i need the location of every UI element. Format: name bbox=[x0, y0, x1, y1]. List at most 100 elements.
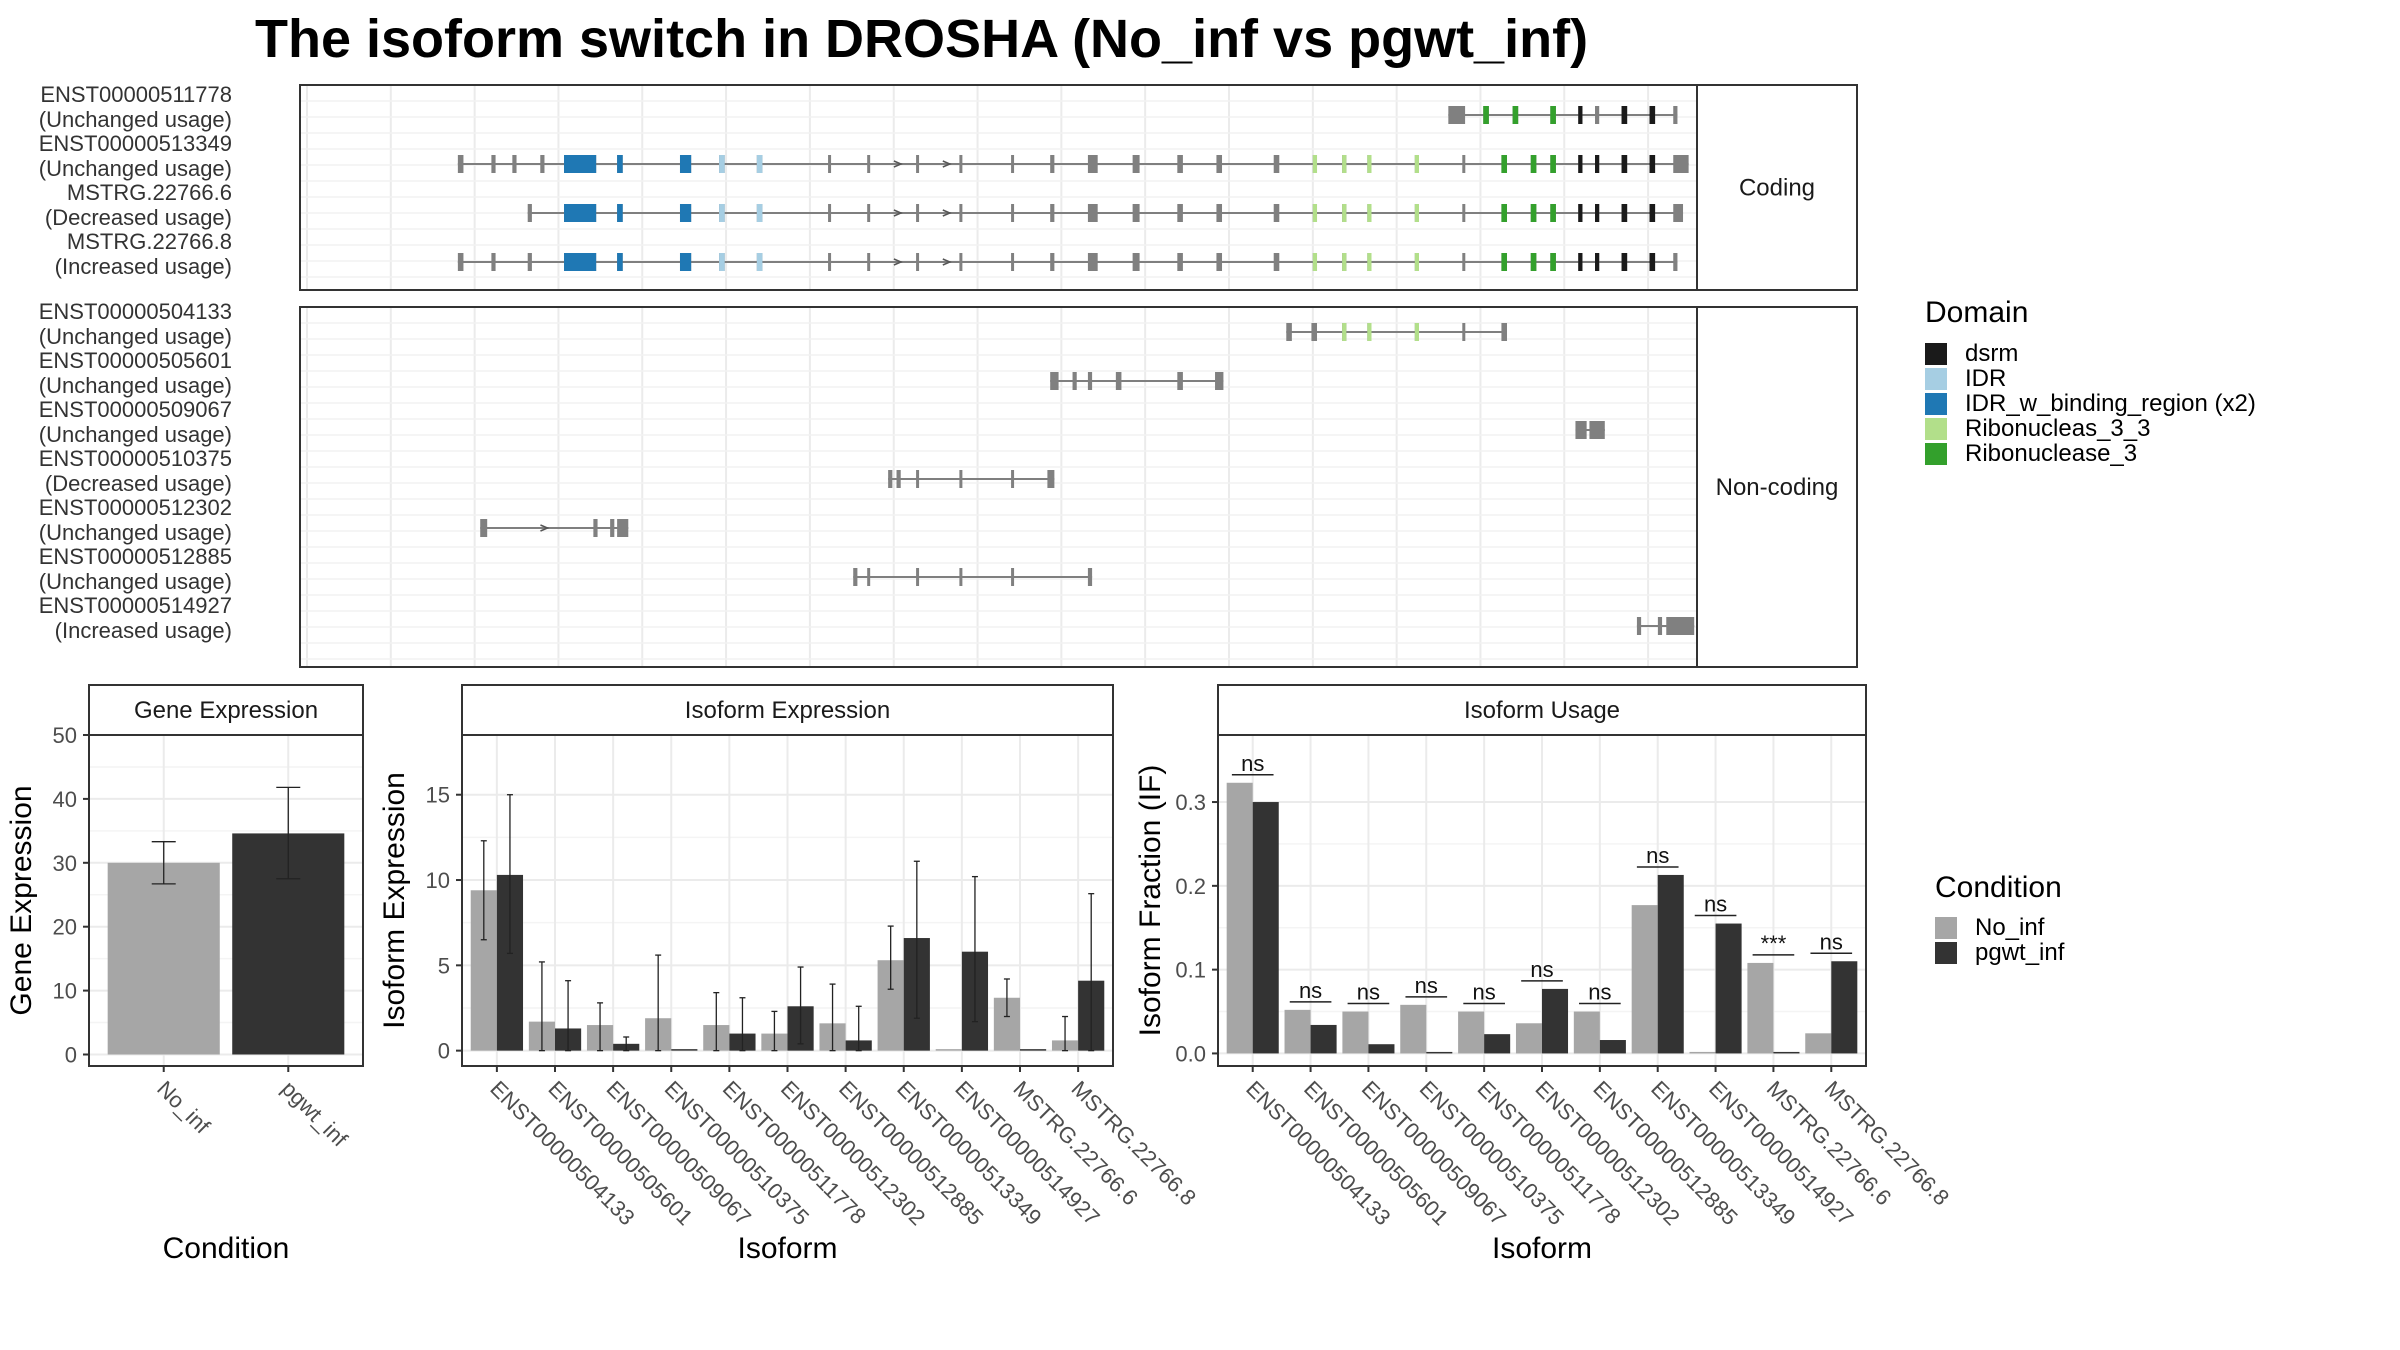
y-tick-label: 15 bbox=[426, 783, 450, 808]
domain-Ribonucleas_3_3 bbox=[1342, 155, 1347, 173]
bar-No_inf-ENST00000512885 bbox=[1573, 1011, 1600, 1054]
x-tick-label: No_inf bbox=[152, 1076, 215, 1139]
direction-arrow bbox=[893, 160, 903, 168]
domain-Ribonuclease_3 bbox=[1550, 253, 1556, 271]
domain-IDR_w_binding_region bbox=[564, 155, 597, 173]
domain-IDR_w_binding_region bbox=[679, 204, 692, 222]
exon bbox=[1501, 323, 1508, 341]
exon bbox=[1673, 204, 1684, 222]
domain-dsrm bbox=[1649, 106, 1656, 124]
domain-dsrm bbox=[1621, 253, 1628, 271]
domain-dsrm bbox=[1578, 253, 1583, 271]
domain-Ribonucleas_3_3 bbox=[1367, 204, 1372, 222]
direction-arrow bbox=[540, 524, 550, 532]
domain-dsrm bbox=[1595, 155, 1600, 173]
significance-label: ns bbox=[1530, 957, 1553, 982]
domain-Ribonucleas_3_3 bbox=[1342, 204, 1347, 222]
y-axis-title: Isoform Expression bbox=[378, 772, 411, 1029]
direction-arrow bbox=[893, 209, 903, 217]
domain-dsrm bbox=[1578, 155, 1583, 173]
exon bbox=[1050, 155, 1055, 173]
exon bbox=[1047, 470, 1055, 488]
domain-dsrm bbox=[1578, 204, 1583, 222]
exon bbox=[896, 470, 901, 488]
exon bbox=[867, 204, 871, 222]
domain-legend-item-label: Ribonucleas_3_3 bbox=[1965, 415, 2150, 442]
domain-legend-key-IDR_w_binding_region bbox=[1925, 393, 1947, 415]
direction-arrow bbox=[893, 258, 903, 266]
domain-Ribonuclease_3 bbox=[1530, 204, 1537, 222]
exon bbox=[1177, 155, 1183, 173]
transcript-track-ENST00000509067 bbox=[1575, 421, 1605, 439]
transcript-label: MSTRG.22766.6 bbox=[67, 180, 232, 205]
transcript-status: (Unchanged usage) bbox=[39, 422, 232, 447]
domain-Ribonucleas_3_3 bbox=[1414, 155, 1419, 173]
transcript-track-ENST00000504133 bbox=[1286, 323, 1508, 341]
transcript-status: (Decreased usage) bbox=[45, 471, 232, 496]
exon bbox=[1595, 106, 1600, 124]
exon bbox=[1589, 421, 1605, 439]
bar-pgwt_inf-ENST00000514927 bbox=[1715, 923, 1742, 1054]
facet-title: Isoform Usage bbox=[1464, 697, 1620, 724]
exon bbox=[916, 204, 920, 222]
transcript-track-ENST00000512302 bbox=[480, 519, 629, 537]
domain-IDR bbox=[719, 253, 725, 271]
domain-Ribonucleas_3_3 bbox=[1312, 204, 1318, 222]
transcript-track-ENST00000512885 bbox=[853, 568, 1093, 586]
exon bbox=[1273, 253, 1280, 271]
domain-dsrm bbox=[1649, 253, 1656, 271]
chart-0: Gene Expression 0 10 20 30 40 50 No_inf pgwt_inf… bbox=[5, 684, 364, 1265]
domain-IDR_w_binding_region bbox=[679, 155, 692, 173]
transcript-track-ENST00000514927 bbox=[1636, 617, 1695, 635]
coding-label: Coding bbox=[1739, 175, 1815, 202]
exon bbox=[1050, 253, 1055, 271]
significance-label: ns bbox=[1299, 978, 1322, 1003]
domain-legend-key-Ribonuclease_3 bbox=[1925, 443, 1947, 465]
exon bbox=[1177, 204, 1183, 222]
y-tick-label: 30 bbox=[53, 851, 77, 876]
transcript-track-ENST00000505601 bbox=[1050, 372, 1224, 390]
domain-dsrm bbox=[1621, 106, 1628, 124]
noncoding-strip bbox=[1696, 306, 1858, 668]
bar-No_inf-ENST00000505601 bbox=[1284, 1009, 1311, 1054]
exon bbox=[916, 253, 920, 271]
domain-legend-key-Ribonucleas_3_3 bbox=[1925, 418, 1947, 440]
domain-Ribonucleas_3_3 bbox=[1367, 155, 1372, 173]
domain-Ribonucleas_3_3 bbox=[1414, 204, 1419, 222]
exon bbox=[1011, 568, 1015, 586]
bar-No_inf-ENST00000512302 bbox=[1515, 1023, 1542, 1054]
domain-legend-item-label: Ribonuclease_3 bbox=[1965, 440, 2137, 467]
condition-legend-title: Condition bbox=[1935, 871, 2062, 904]
exon bbox=[959, 470, 963, 488]
exon bbox=[1657, 617, 1663, 635]
domain-Ribonucleas_3_3 bbox=[1342, 323, 1347, 341]
significance-label: ns bbox=[1820, 929, 1843, 954]
domain-IDR bbox=[719, 155, 725, 173]
exon bbox=[1666, 617, 1695, 635]
domain-IDR_w_binding_region bbox=[617, 204, 623, 222]
significance-label: ns bbox=[1241, 751, 1264, 776]
transcript-status: (Decreased usage) bbox=[45, 205, 232, 230]
exon bbox=[888, 470, 893, 488]
transcript-label: ENST00000509067 bbox=[39, 397, 232, 422]
domain-IDR bbox=[719, 204, 725, 222]
facet-title: Gene Expression bbox=[134, 697, 318, 724]
exon bbox=[828, 253, 832, 271]
exon bbox=[1216, 204, 1223, 222]
bar-pgwt_inf-ENST00000510375 bbox=[1426, 1051, 1453, 1054]
y-tick-label: 0.1 bbox=[1175, 958, 1206, 983]
domain-dsrm bbox=[1649, 155, 1656, 173]
exon bbox=[1115, 372, 1122, 390]
exon bbox=[491, 155, 496, 173]
domain-legend-title: Domain bbox=[1925, 296, 2028, 329]
facet-strip bbox=[461, 684, 1114, 736]
significance-label: ns bbox=[1473, 980, 1496, 1005]
direction-arrow bbox=[942, 209, 952, 217]
exon bbox=[457, 155, 464, 173]
domain-Ribonuclease_3 bbox=[1530, 155, 1537, 173]
exon bbox=[1273, 155, 1280, 173]
domain-dsrm bbox=[1621, 204, 1628, 222]
exon bbox=[1462, 323, 1466, 341]
domain-Ribonuclease_3 bbox=[1501, 155, 1508, 173]
exon bbox=[1011, 253, 1015, 271]
